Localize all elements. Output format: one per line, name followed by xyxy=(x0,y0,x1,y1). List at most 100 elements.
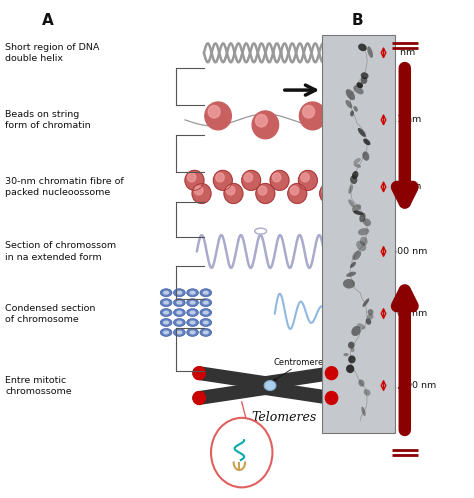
Ellipse shape xyxy=(187,309,199,317)
Ellipse shape xyxy=(173,299,185,307)
Ellipse shape xyxy=(367,314,374,320)
Circle shape xyxy=(213,170,232,190)
Text: Short region of DNA
double helix: Short region of DNA double helix xyxy=(5,43,100,63)
Circle shape xyxy=(325,367,337,379)
Ellipse shape xyxy=(346,272,356,277)
Ellipse shape xyxy=(187,299,199,307)
Text: 1,400 nm: 1,400 nm xyxy=(391,381,436,390)
Ellipse shape xyxy=(176,290,182,295)
Circle shape xyxy=(256,184,275,203)
Circle shape xyxy=(208,106,220,118)
Circle shape xyxy=(329,173,337,182)
Ellipse shape xyxy=(352,204,361,212)
Ellipse shape xyxy=(189,320,196,325)
Ellipse shape xyxy=(361,407,365,416)
Ellipse shape xyxy=(187,289,199,297)
Ellipse shape xyxy=(363,138,371,145)
Ellipse shape xyxy=(357,323,365,329)
Ellipse shape xyxy=(346,89,355,100)
Ellipse shape xyxy=(202,290,209,295)
Circle shape xyxy=(299,170,318,190)
Ellipse shape xyxy=(160,309,172,317)
Ellipse shape xyxy=(350,262,356,268)
Ellipse shape xyxy=(200,309,212,317)
Ellipse shape xyxy=(173,289,185,297)
Circle shape xyxy=(319,184,338,203)
Text: 300 nm: 300 nm xyxy=(391,247,427,256)
Ellipse shape xyxy=(363,219,371,226)
Ellipse shape xyxy=(176,330,182,335)
Ellipse shape xyxy=(163,320,169,325)
Circle shape xyxy=(288,184,307,203)
Ellipse shape xyxy=(352,171,358,179)
Ellipse shape xyxy=(343,353,348,356)
Ellipse shape xyxy=(173,329,185,337)
Circle shape xyxy=(242,170,261,190)
Ellipse shape xyxy=(367,46,373,58)
Ellipse shape xyxy=(160,299,172,307)
Text: 2 nm: 2 nm xyxy=(391,48,415,57)
Circle shape xyxy=(273,173,281,182)
Circle shape xyxy=(301,173,310,182)
Circle shape xyxy=(322,186,330,195)
Ellipse shape xyxy=(348,356,356,364)
Ellipse shape xyxy=(354,106,358,112)
Ellipse shape xyxy=(173,319,185,327)
Ellipse shape xyxy=(359,213,365,222)
Circle shape xyxy=(327,170,346,190)
Text: Section of chromossom
in na extended form: Section of chromossom in na extended for… xyxy=(5,242,117,261)
Ellipse shape xyxy=(351,348,355,352)
Ellipse shape xyxy=(350,111,354,117)
Ellipse shape xyxy=(202,330,209,335)
Circle shape xyxy=(193,367,205,379)
Ellipse shape xyxy=(160,329,172,337)
Ellipse shape xyxy=(200,289,212,297)
Ellipse shape xyxy=(363,298,369,307)
Circle shape xyxy=(300,102,326,130)
Ellipse shape xyxy=(348,342,355,349)
Text: Telomeres: Telomeres xyxy=(252,411,317,424)
Circle shape xyxy=(270,170,289,190)
Text: B: B xyxy=(352,13,364,28)
Text: 30-nm chromatin fibre of
packed nucleoossome: 30-nm chromatin fibre of packed nucleoos… xyxy=(5,177,124,197)
Circle shape xyxy=(258,186,267,195)
Circle shape xyxy=(227,186,235,195)
Ellipse shape xyxy=(353,211,364,215)
Text: 11 nm: 11 nm xyxy=(391,116,421,124)
Ellipse shape xyxy=(187,329,199,337)
Ellipse shape xyxy=(211,418,273,488)
Circle shape xyxy=(325,391,337,404)
Ellipse shape xyxy=(163,330,169,335)
Ellipse shape xyxy=(176,300,182,305)
Circle shape xyxy=(187,173,196,182)
Text: 30 nm: 30 nm xyxy=(391,182,421,191)
Ellipse shape xyxy=(255,228,266,234)
Ellipse shape xyxy=(358,43,367,51)
Circle shape xyxy=(255,115,267,127)
Ellipse shape xyxy=(346,100,352,108)
Ellipse shape xyxy=(187,319,199,327)
Circle shape xyxy=(185,170,204,190)
Text: Centromere: Centromere xyxy=(273,358,324,367)
Ellipse shape xyxy=(361,77,367,84)
Ellipse shape xyxy=(358,128,366,137)
Ellipse shape xyxy=(163,300,169,305)
Ellipse shape xyxy=(176,310,182,315)
Ellipse shape xyxy=(189,300,196,305)
Ellipse shape xyxy=(360,237,368,246)
Ellipse shape xyxy=(346,365,354,373)
Ellipse shape xyxy=(351,326,361,336)
Bar xyxy=(322,35,395,433)
Ellipse shape xyxy=(350,175,357,184)
Circle shape xyxy=(252,111,279,139)
Ellipse shape xyxy=(202,300,209,305)
Ellipse shape xyxy=(356,82,363,88)
Text: A: A xyxy=(42,13,54,28)
Ellipse shape xyxy=(353,86,364,95)
Ellipse shape xyxy=(202,320,209,325)
Ellipse shape xyxy=(343,279,355,288)
Text: Entre mitotic
chromossome: Entre mitotic chromossome xyxy=(5,375,72,395)
Ellipse shape xyxy=(160,289,172,297)
Ellipse shape xyxy=(362,151,369,161)
Ellipse shape xyxy=(348,199,355,207)
